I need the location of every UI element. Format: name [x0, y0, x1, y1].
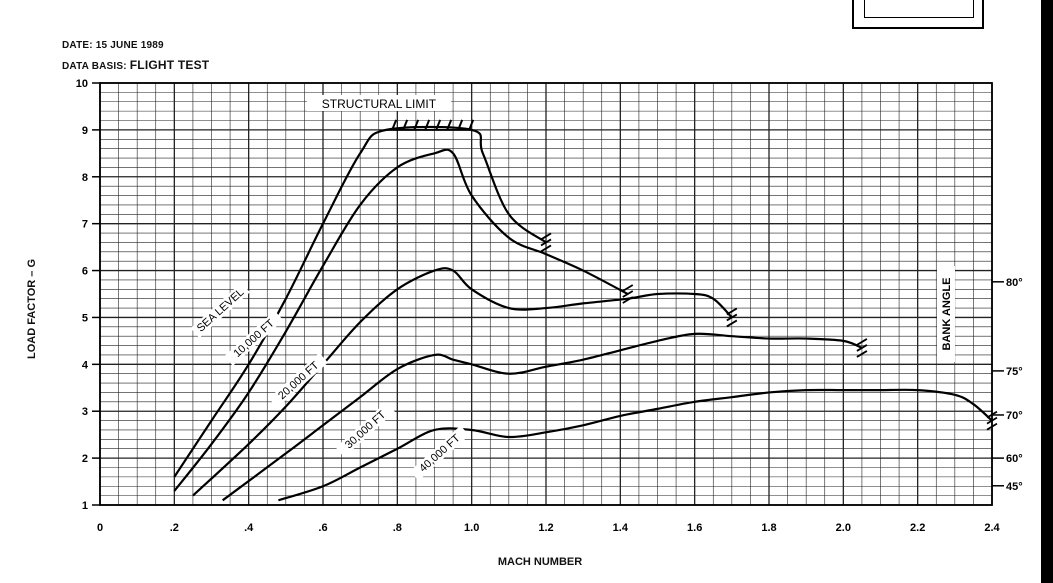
y-tick-label: 2: [82, 453, 88, 465]
y-tick-label: 3: [82, 406, 88, 418]
series-end-hatch: [856, 350, 868, 358]
bank-angle-tick-label: 70°: [1006, 410, 1023, 422]
plot-frame: [99, 82, 993, 506]
series-2: 10,000 FT: [173, 148, 634, 492]
x-tick-label: 2.2: [910, 522, 925, 534]
series-end-hatch: [856, 344, 868, 352]
y-tick-label: 5: [82, 312, 88, 324]
series-end-hatch: [622, 284, 634, 292]
x-tick-label: 1.0: [464, 522, 479, 534]
series-line: [278, 388, 993, 502]
y-tick-label: 7: [82, 219, 88, 231]
y-tick-label: 10: [76, 78, 88, 90]
series-label: 20,000 FT: [276, 359, 321, 402]
bank-angle-tick-label: 60°: [1006, 453, 1023, 465]
series-line: [192, 267, 733, 497]
structural-limit-label-bg: [306, 95, 451, 111]
x-tick-label: .6: [318, 522, 327, 534]
series-end-hatch: [986, 410, 998, 419]
series-end-hatch: [622, 290, 634, 298]
x-tick-label: 1.2: [538, 522, 553, 534]
series-label: 40,000 FT: [417, 432, 462, 475]
x-tick-label: 2.4: [984, 522, 1000, 534]
series-end-hatch: [986, 422, 998, 431]
series-label-bg: [409, 425, 470, 481]
structural-limit-label: STRUCTURAL LIMIT: [322, 97, 437, 111]
y-tick-label: 1: [82, 500, 88, 512]
corner-frame: [852, 0, 984, 29]
series-label-bg: [268, 352, 328, 409]
series-line: [173, 125, 547, 478]
x-tick-label: .2: [170, 522, 179, 534]
series-label: SEA LEVEL: [195, 286, 247, 334]
series-end-hatch: [540, 238, 552, 247]
series-end-hatch: [856, 338, 868, 346]
series-end-hatch: [726, 307, 738, 316]
bank-angle-tick-label: 80°: [1006, 277, 1023, 289]
bank-angle-tick-label: 45°: [1006, 481, 1023, 493]
x-tick-label: 0: [97, 522, 103, 534]
series-label-bg: [190, 282, 250, 338]
series-end-hatch: [726, 319, 738, 328]
series-end-hatch: [540, 232, 552, 241]
y-tick-label: 6: [82, 266, 88, 278]
data-basis-line: DATA BASIS: FLIGHT TEST: [62, 58, 209, 72]
bank-angle-tick-label: 75°: [1006, 366, 1023, 378]
bank-angle-label-bg: [937, 266, 955, 362]
x-tick-label: 2.0: [836, 522, 851, 534]
series-end-hatch: [986, 416, 998, 425]
date-line: DATE: 15 JUNE 1989: [62, 40, 164, 51]
series-label-bg: [224, 310, 284, 366]
structural-limit-hatch: [468, 119, 475, 131]
series-line: [221, 332, 863, 502]
series-end-hatch: [726, 313, 738, 322]
date-label: DATE:: [62, 40, 93, 51]
x-tick-label: 1.4: [613, 522, 629, 534]
y-tick-label: 4: [82, 359, 89, 371]
series-end-hatch: [540, 244, 552, 253]
page-edge-bar: [1041, 0, 1053, 583]
bank-angle-label: BANK ANGLE: [941, 278, 953, 351]
series-label-bg: [335, 402, 395, 458]
date-value: 15 JUNE 1989: [95, 40, 164, 51]
x-tick-label: .4: [244, 522, 254, 534]
y-tick-label: 9: [82, 125, 88, 137]
x-tick-label: 1.6: [687, 522, 702, 534]
x-tick-label: 1.8: [761, 522, 776, 534]
structural-limit-hatch: [424, 119, 431, 131]
series-line: [173, 148, 629, 492]
structural-limit-hatch: [435, 119, 442, 131]
data-basis-value: FLIGHT TEST: [129, 58, 210, 72]
x-axis-label: MACH NUMBER: [497, 556, 583, 568]
data-basis-label: DATA BASIS:: [62, 61, 127, 72]
x-tick-label: .8: [393, 522, 402, 534]
y-tick-label: 8: [82, 172, 88, 184]
